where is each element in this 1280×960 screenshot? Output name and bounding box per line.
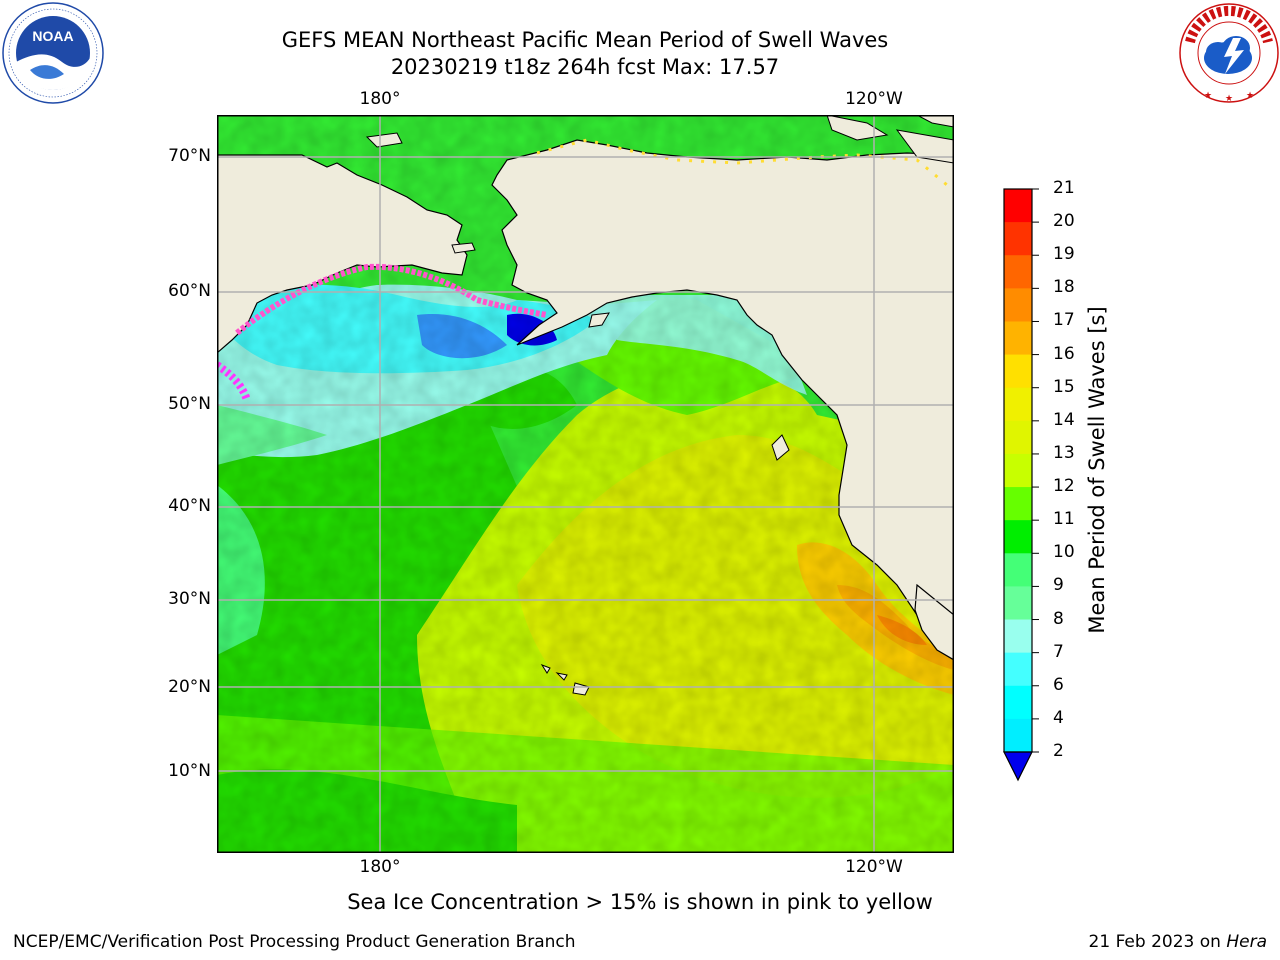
colorbar-tick-label: 12 — [1053, 476, 1075, 497]
lon-label-top-120w: 120°W — [845, 89, 903, 109]
colorbar-swatch — [1004, 586, 1032, 621]
colorbar — [1003, 188, 1039, 782]
colorbar-tick-label: 11 — [1053, 509, 1075, 530]
lat-label-70: 70°N — [168, 146, 211, 166]
colorbar-tick-label: 8 — [1053, 608, 1064, 629]
colorbar-tick-label: 17 — [1053, 310, 1075, 331]
colorbar-swatch — [1004, 288, 1032, 322]
colorbar-swatch — [1004, 255, 1032, 289]
colorbar-swatch — [1004, 321, 1032, 356]
colorbar-tick-label: 20 — [1053, 211, 1075, 232]
map-subtitle: 20230219 t18z 264h fcst Max: 17.57 — [390, 55, 780, 79]
colorbar-swatch — [1004, 553, 1032, 587]
swell-period-map — [217, 115, 954, 853]
colorbar-tick-label: 14 — [1053, 409, 1075, 430]
svg-text:★: ★ — [1246, 91, 1254, 101]
colorbar-tick-label: 16 — [1053, 343, 1075, 364]
colorbar-tick-label: 13 — [1053, 442, 1075, 463]
svg-text:★: ★ — [1225, 94, 1233, 104]
footer-date-text: 21 Feb 2023 on — [1088, 932, 1227, 952]
noaa-logo-icon: NOAA — [2, 2, 104, 104]
colorbar-swatch — [1004, 189, 1032, 223]
colorbar-swatch — [1004, 420, 1032, 455]
colorbar-swatch — [1004, 685, 1032, 720]
noaa-logo-text: NOAA — [32, 28, 73, 44]
lon-label-top-180: 180° — [359, 89, 401, 109]
lon-label-bottom-120w: 120°W — [845, 857, 903, 877]
lon-label-bottom-180: 180° — [359, 857, 401, 877]
nws-logo-icon: ★ ★ ★ — [1179, 3, 1279, 104]
map-title: GEFS MEAN Northeast Pacific Mean Period … — [281, 28, 889, 52]
sea-ice-edge — [235, 263, 548, 336]
footer-credit: NCEP/EMC/Verification Post Processing Pr… — [13, 932, 576, 952]
colorbar-tick-label: 7 — [1053, 641, 1064, 662]
colorbar-tick-label: 10 — [1053, 542, 1075, 563]
sea-ice-note-text: Sea Ice Concentration > 15% is shown in … — [347, 890, 933, 914]
colorbar-tick-label: 4 — [1053, 707, 1064, 728]
colorbar-swatch — [1004, 718, 1032, 753]
sea-ice-note: Sea Ice Concentration > 15% is shown in … — [0, 890, 1280, 914]
colorbar-swatch — [1004, 453, 1032, 488]
footer-host: Hera — [1226, 932, 1267, 952]
colorbar-swatch — [1004, 354, 1032, 389]
svg-text:★: ★ — [1204, 91, 1212, 101]
colorbar-swatch — [1004, 222, 1032, 256]
colorbar-swatch — [1004, 387, 1032, 422]
lat-label-40: 40°N — [168, 496, 211, 516]
colorbar-swatch — [1004, 619, 1032, 654]
colorbar-label: Mean Period of Swell Waves [s] — [1085, 306, 1109, 634]
colorbar-swatch — [1004, 487, 1032, 521]
lat-label-30: 30°N — [168, 589, 211, 609]
lat-label-10: 10°N — [168, 761, 211, 781]
colorbar-tick-label: 6 — [1053, 674, 1064, 695]
lat-label-60: 60°N — [168, 281, 211, 301]
colorbar-tick-label: 19 — [1053, 244, 1075, 265]
land-siberia — [217, 154, 468, 354]
colorbar-swatch — [1004, 520, 1032, 554]
colorbar-swatch — [1004, 652, 1032, 687]
graticule — [217, 115, 954, 853]
footer-date: 21 Feb 2023 on Hera — [1089, 932, 1267, 952]
colorbar-tick-label: 21 — [1053, 178, 1075, 198]
colorbar-tick-label: 9 — [1053, 575, 1064, 596]
map-frame — [217, 115, 954, 853]
colorbar-tick-label: 2 — [1053, 741, 1064, 761]
colorbar-tick-label: 15 — [1053, 376, 1075, 397]
colorbar-tick-label: 18 — [1053, 277, 1075, 298]
lat-label-50: 50°N — [168, 394, 211, 414]
lat-label-20: 20°N — [168, 677, 211, 697]
